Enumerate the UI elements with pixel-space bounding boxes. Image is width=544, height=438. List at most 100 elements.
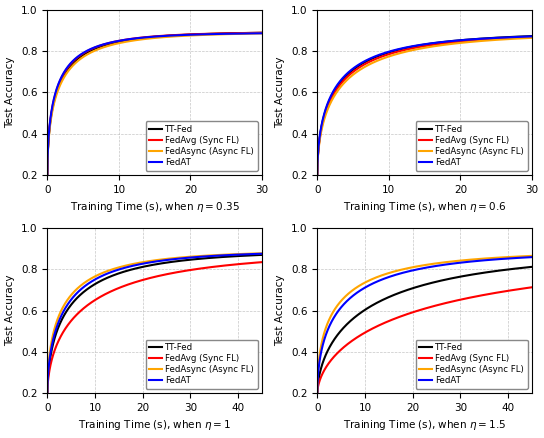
FedAvg (Sync FL) — [143, 276, 149, 282]
FedAT — [418, 266, 425, 271]
FedAsync (Async FL) — [325, 106, 331, 111]
TT-Fed — [252, 253, 259, 258]
FedAT — [522, 255, 529, 260]
TT-Fed — [259, 30, 265, 35]
TT-Fed — [252, 30, 259, 35]
FedAT — [483, 36, 490, 41]
Line: FedAvg (Sync FL): FedAvg (Sync FL) — [47, 33, 262, 175]
FedAsync (Async FL) — [252, 251, 259, 256]
TT-Fed — [213, 31, 220, 36]
FedAsync (Async FL) — [483, 38, 490, 43]
FedAvg (Sync FL) — [529, 285, 535, 290]
FedAsync (Async FL) — [413, 264, 419, 269]
X-axis label: Training Time (s), when $\eta = 0.35$: Training Time (s), when $\eta = 0.35$ — [70, 200, 239, 214]
X-axis label: Training Time (s), when $\eta = 0.6$: Training Time (s), when $\eta = 0.6$ — [343, 200, 506, 214]
TT-Fed — [522, 34, 529, 39]
FedAT — [213, 253, 220, 258]
FedAsync (Async FL) — [149, 258, 155, 263]
TT-Fed — [529, 33, 535, 39]
FedAvg (Sync FL) — [418, 307, 425, 312]
FedAvg (Sync FL) — [143, 35, 149, 40]
FedAsync (Async FL) — [418, 263, 425, 268]
Line: FedAT: FedAT — [47, 33, 262, 175]
FedAT — [259, 31, 265, 36]
TT-Fed — [413, 285, 419, 290]
TT-Fed — [213, 255, 220, 260]
TT-Fed — [259, 252, 265, 258]
Line: FedAsync (Async FL): FedAsync (Async FL) — [47, 33, 262, 175]
Line: TT-Fed: TT-Fed — [47, 33, 262, 175]
FedAT — [44, 391, 51, 396]
FedAsync (Async FL) — [259, 31, 265, 36]
FedAsync (Async FL) — [213, 32, 220, 37]
FedAsync (Async FL) — [529, 253, 535, 258]
FedAsync (Async FL) — [149, 35, 155, 41]
Line: TT-Fed: TT-Fed — [47, 255, 262, 393]
FedAvg (Sync FL) — [413, 45, 419, 50]
FedAT — [252, 251, 259, 257]
Line: FedAT: FedAT — [47, 254, 262, 393]
Line: TT-Fed: TT-Fed — [317, 36, 532, 175]
Line: FedAsync (Async FL): FedAsync (Async FL) — [317, 256, 532, 393]
FedAT — [55, 320, 61, 325]
X-axis label: Training Time (s), when $\eta = 1.5$: Training Time (s), when $\eta = 1.5$ — [343, 418, 506, 432]
FedAvg (Sync FL) — [314, 391, 320, 396]
FedAT — [522, 255, 529, 260]
FedAsync (Async FL) — [418, 46, 425, 51]
FedAsync (Async FL) — [252, 31, 259, 36]
Y-axis label: Test Accuracy: Test Accuracy — [275, 275, 286, 346]
FedAT — [314, 172, 320, 177]
FedAsync (Async FL) — [44, 172, 51, 177]
FedAsync (Async FL) — [44, 391, 51, 396]
FedAvg (Sync FL) — [314, 172, 320, 177]
FedAT — [529, 34, 535, 39]
TT-Fed — [149, 262, 155, 268]
FedAvg (Sync FL) — [149, 34, 155, 39]
FedAvg (Sync FL) — [259, 259, 265, 265]
FedAT — [314, 391, 320, 396]
FedAT — [252, 31, 259, 36]
Line: FedAvg (Sync FL): FedAvg (Sync FL) — [317, 37, 532, 175]
Legend: TT-Fed, FedAvg (Sync FL), FedAsync (Async FL), FedAT: TT-Fed, FedAvg (Sync FL), FedAsync (Asyn… — [416, 121, 528, 170]
FedAvg (Sync FL) — [252, 30, 259, 35]
FedAvg (Sync FL) — [413, 309, 419, 314]
FedAsync (Async FL) — [522, 35, 529, 41]
FedAvg (Sync FL) — [418, 44, 425, 49]
TT-Fed — [413, 43, 419, 49]
FedAT — [149, 34, 155, 39]
TT-Fed — [483, 270, 490, 275]
FedAvg (Sync FL) — [44, 172, 51, 177]
TT-Fed — [529, 264, 535, 269]
TT-Fed — [314, 391, 320, 396]
FedAsync (Async FL) — [522, 35, 529, 41]
TT-Fed — [418, 42, 425, 48]
FedAT — [252, 251, 259, 257]
FedAvg (Sync FL) — [252, 30, 259, 35]
TT-Fed — [325, 347, 331, 353]
FedAvg (Sync FL) — [325, 361, 331, 367]
Line: TT-Fed: TT-Fed — [317, 267, 532, 393]
FedAT — [44, 172, 51, 177]
Y-axis label: Test Accuracy: Test Accuracy — [5, 275, 16, 346]
FedAvg (Sync FL) — [252, 260, 259, 265]
FedAsync (Async FL) — [325, 319, 331, 325]
TT-Fed — [252, 30, 259, 35]
FedAvg (Sync FL) — [522, 286, 529, 291]
FedAvg (Sync FL) — [252, 260, 259, 265]
FedAsync (Async FL) — [143, 259, 149, 264]
FedAvg (Sync FL) — [522, 35, 529, 40]
FedAvg (Sync FL) — [149, 275, 155, 280]
FedAvg (Sync FL) — [213, 264, 220, 269]
FedAvg (Sync FL) — [55, 339, 61, 344]
TT-Fed — [44, 391, 51, 396]
Legend: TT-Fed, FedAvg (Sync FL), FedAsync (Async FL), FedAT: TT-Fed, FedAvg (Sync FL), FedAsync (Asyn… — [146, 121, 258, 170]
FedAT — [213, 32, 220, 37]
TT-Fed — [522, 265, 529, 270]
FedAsync (Async FL) — [252, 251, 259, 256]
TT-Fed — [55, 85, 61, 90]
FedAT — [143, 35, 149, 40]
FedAT — [413, 267, 419, 272]
FedAT — [325, 326, 331, 332]
TT-Fed — [44, 172, 51, 177]
FedAT — [522, 34, 529, 39]
